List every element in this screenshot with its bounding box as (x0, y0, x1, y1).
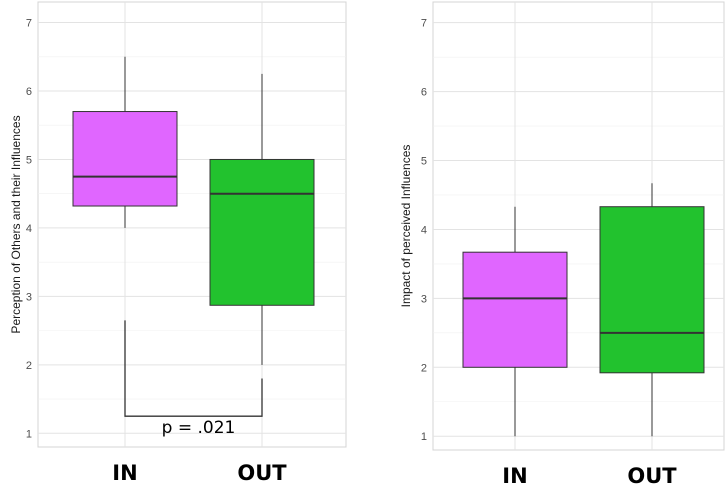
box-in (72, 111, 178, 207)
y-tick-label: 1 (26, 428, 32, 440)
y-tick-label: 7 (26, 18, 32, 30)
box-out (209, 158, 315, 306)
x-category-label-out: OUT (627, 464, 677, 488)
y-tick-label: 5 (26, 154, 32, 166)
y-tick-label: 3 (421, 293, 427, 305)
significance-bracket (124, 320, 263, 417)
chart-panel-2: 1 2 3 4 5 6 7 IN OUT Impact of perceived Influenc… (399, 1, 725, 488)
y-tick-label: 4 (26, 223, 32, 235)
x-category-label-out: OUT (237, 461, 287, 485)
p-value-label: p = .021 (162, 418, 236, 438)
y-axis-title: Perception of Others and their Influence… (9, 115, 23, 333)
y-tick-label: 3 (26, 291, 32, 303)
y-tick-label: 2 (421, 362, 427, 374)
y-tick-label: 7 (421, 18, 427, 30)
y-tick-label: 2 (26, 360, 32, 372)
y-tick-label: 1 (421, 431, 427, 443)
x-category-label-in: IN (502, 464, 527, 488)
y-tick-label: 6 (26, 86, 32, 98)
chart-panel-1: 1 2 3 4 5 6 7 IN OUT Perception of Others and the… (9, 1, 347, 485)
y-tick-label: 5 (421, 156, 427, 168)
y-tick-label: 6 (421, 87, 427, 99)
y-axis-title: Impact of perceived Influences (399, 145, 413, 308)
box-out (599, 206, 705, 374)
y-tick-label: 4 (421, 224, 427, 236)
x-category-label-in: IN (112, 461, 137, 485)
box-in (462, 251, 568, 368)
